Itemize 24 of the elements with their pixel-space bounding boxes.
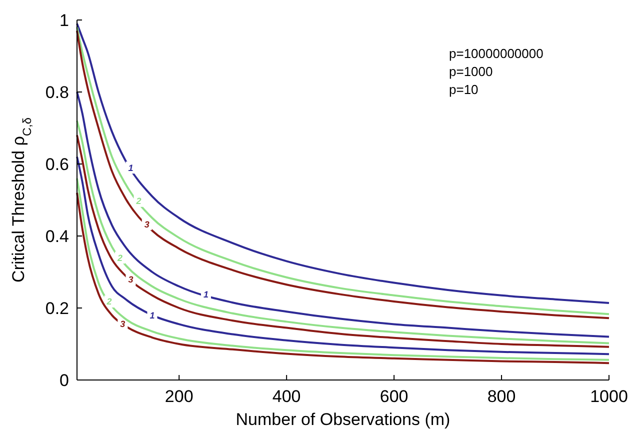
- x-tick-label: 600: [380, 387, 408, 406]
- series-label: 2: [106, 296, 112, 307]
- annotation: p=1000: [449, 64, 493, 79]
- series-label: 2: [116, 252, 122, 263]
- y-tick-label: 1: [60, 10, 69, 30]
- x-tick-label: 1000: [590, 387, 628, 406]
- y-tick-label: 0.4: [45, 226, 69, 246]
- x-axis-title: Number of Observations (m): [236, 410, 450, 429]
- annotation: p=10: [449, 82, 478, 97]
- y-tick-label: 0: [60, 370, 69, 390]
- series-label: 1: [203, 290, 208, 300]
- series-label: 3: [128, 274, 134, 285]
- y-tick-label: 0.8: [45, 82, 69, 102]
- series-label: 3: [120, 318, 126, 329]
- series-label: 1: [128, 162, 134, 173]
- y-tick-label: 0.2: [45, 298, 69, 318]
- x-tick-label: 400: [272, 387, 301, 406]
- x-tick-label: 200: [164, 387, 194, 406]
- series-label: 3: [144, 219, 150, 230]
- annotation: p=10000000000: [449, 46, 544, 61]
- y-tick-label: 0.6: [45, 154, 69, 174]
- x-tick-label: 800: [487, 387, 516, 406]
- series-label: 2: [135, 196, 142, 206]
- series-label: 1: [150, 310, 155, 320]
